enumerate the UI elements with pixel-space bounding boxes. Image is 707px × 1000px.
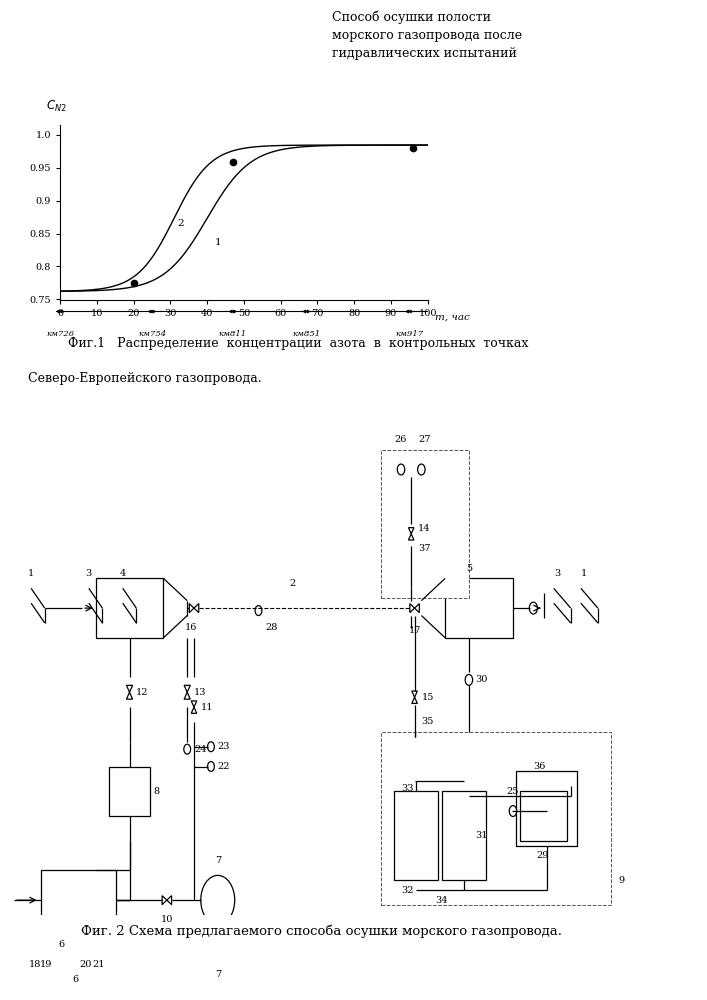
Text: 10: 10 bbox=[160, 915, 173, 924]
Bar bbox=[445, 578, 513, 638]
Text: 7: 7 bbox=[215, 970, 221, 979]
Text: 21: 21 bbox=[93, 960, 105, 969]
Text: 7: 7 bbox=[215, 856, 221, 865]
Text: 20: 20 bbox=[79, 960, 92, 969]
Text: 13: 13 bbox=[194, 688, 206, 697]
Text: 34: 34 bbox=[436, 896, 448, 905]
Bar bbox=[516, 771, 578, 846]
Text: 6: 6 bbox=[58, 940, 64, 949]
Text: 18: 18 bbox=[28, 960, 41, 969]
Text: 25: 25 bbox=[506, 787, 519, 796]
Text: 27: 27 bbox=[419, 435, 431, 444]
Text: 6: 6 bbox=[72, 975, 78, 984]
Bar bbox=[520, 791, 567, 841]
Text: 2: 2 bbox=[177, 219, 185, 228]
Bar bbox=[442, 791, 486, 880]
Text: 5: 5 bbox=[466, 564, 472, 573]
Text: км726: км726 bbox=[46, 330, 74, 338]
Bar bbox=[380, 732, 612, 905]
Bar bbox=[395, 791, 438, 880]
Text: 28: 28 bbox=[265, 623, 278, 632]
Text: 37: 37 bbox=[418, 544, 431, 553]
Text: 24: 24 bbox=[194, 745, 206, 754]
Bar bbox=[380, 450, 469, 598]
Text: 11: 11 bbox=[201, 703, 214, 712]
Text: 1: 1 bbox=[214, 238, 221, 247]
Text: км917: км917 bbox=[395, 330, 423, 338]
Text: 14: 14 bbox=[418, 524, 431, 533]
Text: 2: 2 bbox=[289, 579, 296, 588]
Text: км851: км851 bbox=[293, 330, 320, 338]
Text: 32: 32 bbox=[401, 886, 414, 895]
Text: 4: 4 bbox=[119, 569, 126, 578]
Text: 1: 1 bbox=[28, 569, 34, 578]
Text: 23: 23 bbox=[218, 742, 230, 751]
Text: 36: 36 bbox=[533, 762, 546, 771]
Text: 30: 30 bbox=[476, 675, 488, 684]
Text: $C_{N2}$: $C_{N2}$ bbox=[46, 99, 67, 114]
Text: 35: 35 bbox=[421, 717, 434, 726]
Text: 31: 31 bbox=[476, 831, 488, 840]
Bar bbox=[109, 766, 150, 816]
Text: 9: 9 bbox=[618, 876, 624, 885]
Text: 1: 1 bbox=[581, 569, 588, 578]
Text: Фиг. 2 Схема предлагаемого способа осушки морского газопровода.: Фиг. 2 Схема предлагаемого способа осушк… bbox=[81, 925, 563, 938]
Text: 19: 19 bbox=[40, 960, 52, 969]
Text: км754: км754 bbox=[138, 330, 166, 338]
Text: 22: 22 bbox=[218, 762, 230, 771]
Text: 3: 3 bbox=[86, 569, 92, 578]
Text: т, час: т, час bbox=[435, 312, 470, 321]
Text: 12: 12 bbox=[136, 688, 148, 697]
Text: 33: 33 bbox=[401, 784, 414, 793]
Text: 26: 26 bbox=[395, 435, 407, 444]
Circle shape bbox=[201, 875, 235, 925]
Text: 15: 15 bbox=[421, 693, 434, 702]
Text: 16: 16 bbox=[185, 623, 197, 632]
Text: 29: 29 bbox=[537, 851, 549, 860]
Text: Северо-Европейского газопровода.: Северо-Европейского газопровода. bbox=[28, 372, 262, 385]
Text: Фиг.1   Распределение  концентрации  азота  в  контрольных  точках: Фиг.1 Распределение концентрации азота в… bbox=[68, 337, 529, 350]
Text: 3: 3 bbox=[554, 569, 560, 578]
Bar bbox=[95, 578, 163, 638]
Text: 8: 8 bbox=[153, 787, 159, 796]
Bar bbox=[41, 870, 116, 930]
Text: Способ осушки полости
морского газопровода после
гидравлических испытаний: Способ осушки полости морского газопрово… bbox=[332, 10, 522, 60]
Text: 17: 17 bbox=[409, 626, 421, 635]
Text: км811: км811 bbox=[219, 330, 247, 338]
